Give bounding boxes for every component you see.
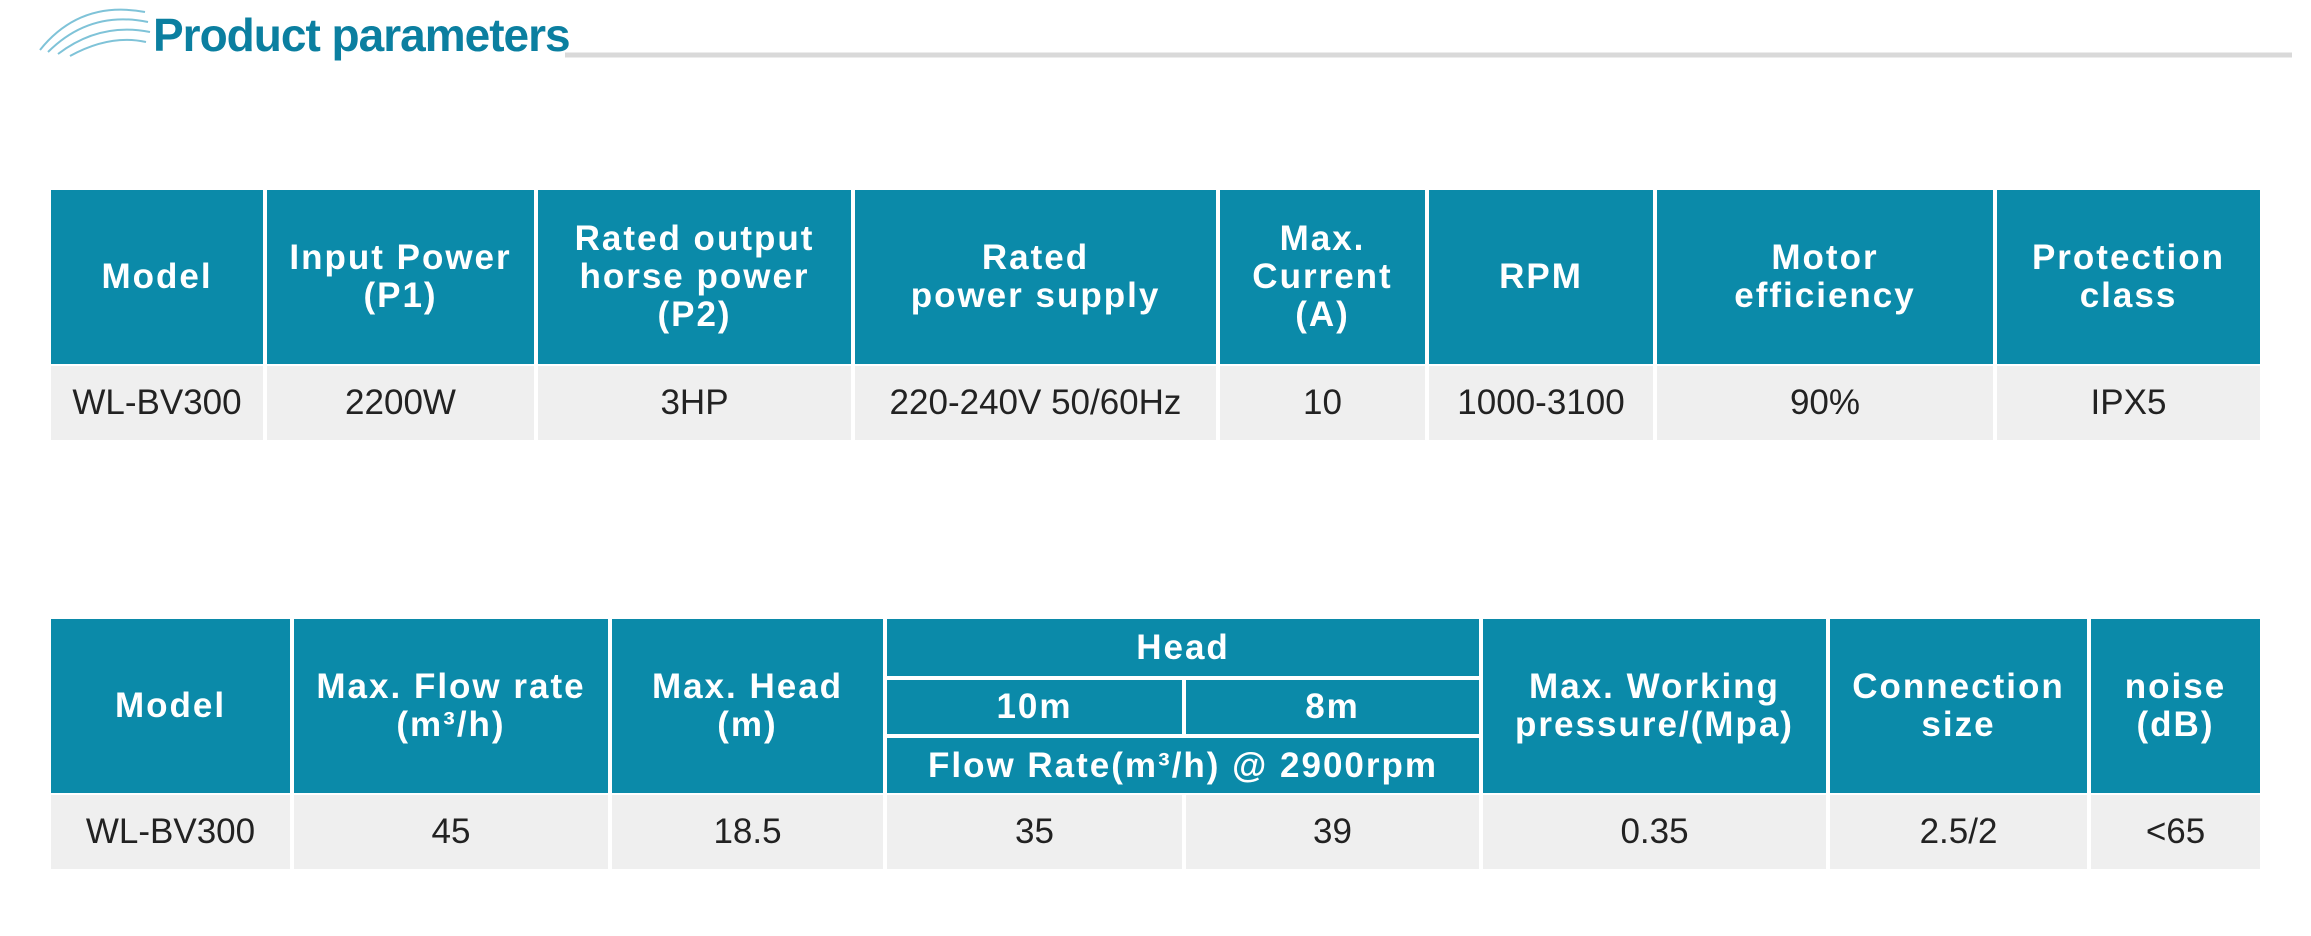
header-cell: Input Power (P1) <box>267 190 534 364</box>
cell-text: Max. <box>1279 219 1366 258</box>
cell-text: Rated <box>981 238 1090 277</box>
cell-text: (m³/h) <box>396 705 506 744</box>
cell-text: Rated output <box>574 219 815 258</box>
cell-text: Model <box>114 686 227 725</box>
cell-text: 8m <box>1305 687 1360 726</box>
cell-text: class <box>2079 276 2178 315</box>
header-cell: Model <box>51 619 290 793</box>
header-cell: Max. Flow rate (m³/h) <box>294 619 608 793</box>
data-cell: 18.5 <box>612 795 883 869</box>
data-cell: 39 <box>1186 795 1479 869</box>
cell-text: horse power <box>579 257 810 296</box>
header-cell: Connection size <box>1830 619 2087 793</box>
group-header-cell: Head <box>887 619 1479 676</box>
cell-text: 1000-3100 <box>1457 383 1625 422</box>
cell-text: RPM <box>1499 257 1583 296</box>
cell-text: Protection <box>2031 238 2226 277</box>
cell-text: Head <box>1136 627 1230 667</box>
header-cell: Rated power supply <box>855 190 1216 364</box>
cell-text: (P2) <box>657 295 732 334</box>
sub-header-cell: 10m <box>887 680 1182 734</box>
cell-text: <65 <box>2145 812 2206 851</box>
data-cell: WL-BV300 <box>51 366 263 440</box>
data-cell: 3HP <box>538 366 851 440</box>
header-decor <box>39 8 2292 58</box>
cell-text: IPX5 <box>2090 383 2167 422</box>
page-title: Product parameters <box>153 9 571 61</box>
cell-text: 45 <box>431 812 471 851</box>
cell-text: 10m <box>996 687 1073 726</box>
cell-text: 2.5/2 <box>1919 812 1998 851</box>
header-cell: noise (dB) <box>2091 619 2260 793</box>
data-cell: 0.35 <box>1483 795 1826 869</box>
cell-text: (P1) <box>363 276 438 315</box>
cell-text: Input Power <box>289 238 512 277</box>
data-cell: 10 <box>1220 366 1425 440</box>
data-cell: IPX5 <box>1997 366 2260 440</box>
cell-text: Connection <box>1852 667 2065 706</box>
cell-text: (A) <box>1295 295 1350 334</box>
group-note-cell: Flow Rate(m³/h) @ 2900rpm <box>887 738 1479 793</box>
data-cell: 35 <box>887 795 1182 869</box>
header-cell: Motor efficiency <box>1657 190 1993 364</box>
cell-text: Current <box>1252 257 1393 296</box>
data-cell: <65 <box>2091 795 2260 869</box>
cell-text: WL-BV300 <box>72 383 242 422</box>
data-cell: 220-240V 50/60Hz <box>855 366 1216 440</box>
header-cell: Max. Head (m) <box>612 619 883 793</box>
cell-text: Flow Rate(m³/h) @ 2900rpm <box>927 745 1439 785</box>
cell-text: efficiency <box>1734 276 1916 315</box>
cell-text: 18.5 <box>713 812 782 851</box>
cell-text: 90% <box>1789 383 1861 422</box>
cell-text: Max. Flow rate <box>316 667 586 706</box>
cell-text: pressure/(Mpa) <box>1515 705 1794 744</box>
cell-text: Max. Working <box>1529 667 1780 706</box>
cell-text: size <box>1921 705 1996 744</box>
cell-text: 0.35 <box>1620 812 1689 851</box>
cell-text: 220-240V 50/60Hz <box>889 383 1182 422</box>
cell-text: (m) <box>717 705 778 744</box>
data-cell: WL-BV300 <box>51 795 290 869</box>
cell-text: 2200W <box>345 383 456 422</box>
cell-text: Max. Head <box>651 667 844 706</box>
data-cell: 2.5/2 <box>1830 795 2087 869</box>
cell-text: 3HP <box>660 383 729 422</box>
cell-text: (dB) <box>2136 705 2215 744</box>
data-cell: 45 <box>294 795 608 869</box>
header-cell: Max. Current (A) <box>1220 190 1425 364</box>
cell-text: WL-BV300 <box>85 812 256 851</box>
cell-text: 39 <box>1313 812 1352 851</box>
data-cell: 90% <box>1657 366 1993 440</box>
cell-text: 10 <box>1303 383 1342 422</box>
header-cell: Rated output horse power (P2) <box>538 190 851 364</box>
header-cell: Protection class <box>1997 190 2260 364</box>
data-cell: 2200W <box>267 366 534 440</box>
cell-text: Motor <box>1771 238 1879 277</box>
cell-text: noise <box>2124 667 2227 706</box>
header-cell: RPM <box>1429 190 1653 364</box>
cell-text: Model <box>101 257 213 296</box>
data-cell: 1000-3100 <box>1429 366 1653 440</box>
sub-header-cell: 8m <box>1186 680 1479 734</box>
header-cell: Max. Working pressure/(Mpa) <box>1483 619 1826 793</box>
cell-text: power supply <box>910 276 1161 315</box>
cell-text: 35 <box>1015 812 1054 851</box>
header-cell: Model <box>51 190 263 364</box>
